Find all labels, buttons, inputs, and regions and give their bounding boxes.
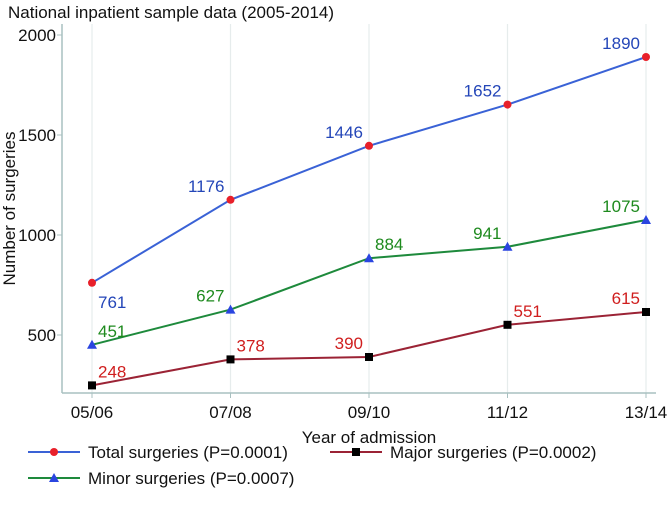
data-point [88,381,96,390]
data-label: 1890 [602,34,640,53]
y-axis-label: Number of surgeries [0,131,19,285]
data-label: 1176 [188,177,225,196]
legend-label: Major surgeries (P=0.0002) [390,443,596,462]
data-label: 627 [196,287,224,306]
data-point [642,308,650,316]
data-point [365,141,373,150]
data-point [641,215,651,224]
data-point [364,253,374,263]
data-label: 1075 [602,197,640,216]
x-tick-label: 09/10 [348,403,391,422]
data-point [642,53,650,61]
x-tick-label: 07/08 [209,403,252,422]
legend-label: Minor surgeries (P=0.0007) [88,469,294,488]
x-axis-label: Year of admission [302,428,437,447]
x-tick-label: 13/14 [625,403,668,422]
data-label: 941 [473,224,501,243]
data-label: 378 [237,336,265,355]
data-label: 1652 [464,82,502,101]
y-tick-label: 2000 [18,26,56,45]
legend-marker [49,473,59,482]
data-point [88,278,96,287]
data-label: 451 [98,322,126,341]
data-label: 615 [612,289,640,308]
x-tick-label: 05/06 [71,403,114,422]
data-point [87,339,97,349]
data-label: 390 [335,334,363,353]
y-tick-label: 1500 [18,126,56,145]
legend-marker [50,448,58,456]
data-label: 551 [514,302,542,321]
data-label: 248 [98,362,126,381]
y-tick-label: 1000 [18,226,56,245]
y-tick-label: 500 [28,326,56,345]
data-point [503,320,512,329]
legend-marker [352,448,360,456]
data-point [225,304,236,314]
data-point [226,355,235,364]
x-tick-label: 11/12 [487,403,528,422]
data-label: 1446 [325,123,363,142]
data-point [365,353,373,361]
data-point [503,100,512,109]
data-point [226,195,235,204]
chart-title: National inpatient sample data (2005-201… [8,3,334,22]
legend-label: Total surgeries (P=0.0001) [88,443,288,462]
data-label: 884 [375,235,403,254]
data-point [502,241,513,251]
data-label: 761 [98,293,126,312]
